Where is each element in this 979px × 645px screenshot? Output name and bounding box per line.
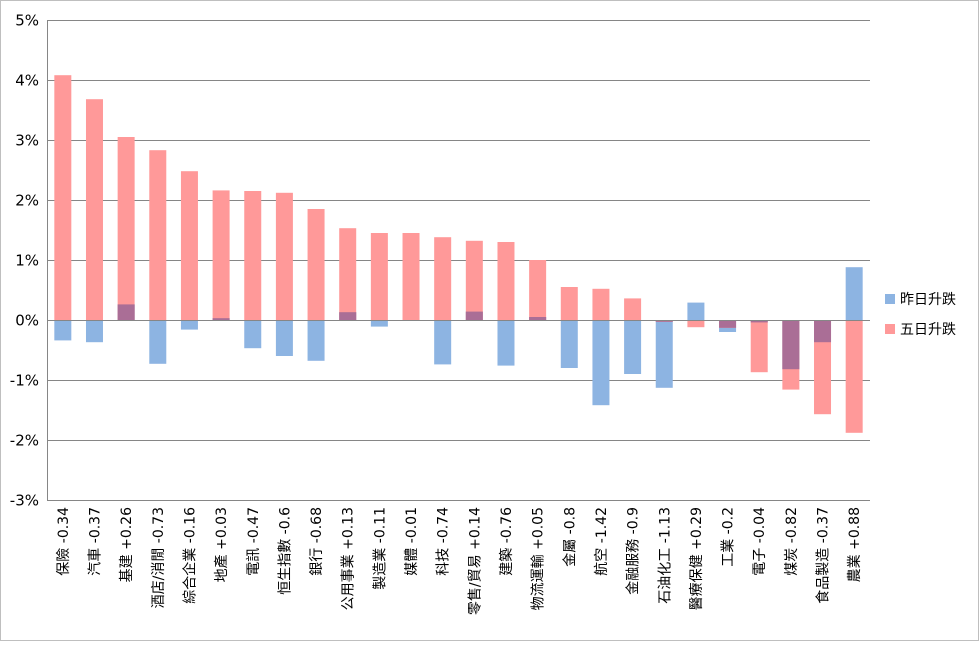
bar-yesterday	[244, 320, 262, 349]
bar-five-day	[370, 233, 388, 320]
bar-yesterday	[624, 320, 642, 374]
category-label: 零售/貿易 +0.14	[467, 507, 483, 615]
bar-five-day	[750, 320, 768, 373]
bar-overlap	[719, 320, 737, 328]
bar-overlap	[529, 317, 547, 320]
y-tick-label: 1%	[15, 252, 39, 270]
category-label: 製造業 -0.11	[372, 507, 388, 590]
bar-yesterday	[655, 320, 673, 388]
category-label: 醫療保健 +0.29	[688, 507, 705, 610]
bar-yesterday	[307, 320, 325, 361]
y-tick-label: -3%	[10, 492, 39, 510]
bar-yesterday	[497, 320, 515, 366]
bar-five-day	[687, 320, 705, 328]
bar-five-day	[497, 242, 515, 320]
y-tick-label: 3%	[15, 132, 39, 150]
bar-five-day	[814, 320, 832, 415]
category-label: 煤炭 -0.82	[784, 507, 800, 576]
bar-five-day	[624, 298, 642, 320]
bar-five-day	[212, 190, 230, 320]
bar-five-day	[85, 99, 103, 320]
category-label: 地產 +0.03	[213, 507, 230, 582]
y-tick-label: 2%	[15, 192, 39, 210]
y-tick-label: 4%	[15, 72, 39, 90]
bar-yesterday	[54, 320, 72, 341]
bar-yesterday	[275, 320, 293, 356]
bar-five-day	[54, 75, 72, 320]
bar-overlap	[750, 320, 768, 323]
bar-yesterday	[592, 320, 610, 406]
category-label: 汽車 -0.37	[86, 507, 103, 576]
bar-overlap	[814, 320, 832, 343]
y-tick-label: 0%	[15, 312, 39, 330]
category-label: 電子 -0.04	[752, 507, 768, 576]
category-label: 公用事業 +0.13	[341, 507, 357, 610]
gridlines	[47, 20, 870, 501]
category-label: 電訊 -0.47	[246, 507, 262, 576]
category-label: 銀行 -0.68	[309, 507, 325, 576]
category-label: 綜合企業 -0.16	[181, 507, 198, 604]
bar-overlap	[782, 320, 800, 370]
category-label: 保險 -0.34	[56, 507, 72, 576]
category-label: 石油化工 -1.13	[657, 507, 673, 604]
bar-five-day	[845, 320, 863, 433]
bar-five-day	[307, 209, 325, 320]
legend-label: 昨日升跌	[900, 292, 956, 308]
category-label: 恒生指數 -0.6	[277, 507, 293, 595]
category-label: 基建 +0.26	[118, 507, 135, 582]
category-label: 科技 -0.74	[436, 507, 452, 576]
bar-overlap	[339, 312, 357, 320]
bar-five-day	[117, 137, 135, 320]
bar-five-day	[402, 233, 420, 320]
legend-label: 五日升跌	[900, 322, 956, 338]
y-tick-label: -2%	[10, 432, 39, 450]
category-labels: 保險 -0.34 汽車 -0.37 基建 +0.26 酒店/消閒 -0.73 綜合企業 …	[56, 507, 863, 615]
bar-overlap	[212, 318, 230, 320]
bar-five-day	[275, 192, 293, 320]
bar-yesterday	[180, 320, 198, 330]
bar-five-day	[560, 287, 578, 320]
category-label: 物流運輸 +0.05	[531, 507, 547, 610]
bar-five-day	[149, 150, 167, 320]
bar-yesterday	[560, 320, 578, 368]
bar-five-day	[465, 240, 483, 320]
category-label: 農業 +0.88	[847, 507, 863, 582]
y-tick-label: -1%	[10, 372, 39, 390]
category-label: 媒體 -0.01	[404, 507, 420, 576]
bar-yesterday	[149, 320, 167, 364]
category-label: 工業 -0.2	[721, 507, 737, 567]
bar-yesterday	[845, 267, 863, 320]
bar-overlap	[465, 311, 483, 320]
bar-yesterday	[687, 302, 705, 320]
category-label: 金屬 -0.8	[562, 507, 578, 567]
category-label: 建築 -0.76	[499, 507, 515, 576]
bar-five-day	[434, 237, 452, 320]
legend-swatch	[885, 324, 895, 334]
category-label: 酒店/消閒 -0.73	[151, 507, 167, 608]
bar-yesterday	[85, 320, 103, 343]
bar-five-day	[529, 260, 547, 320]
bar-five-day	[339, 228, 357, 320]
category-label: 金融服務 -0.9	[626, 507, 642, 595]
bar-overlap	[117, 304, 135, 320]
bar-five-day	[244, 191, 262, 320]
category-label: 航空 -1.42	[594, 507, 610, 576]
bars	[54, 75, 863, 433]
bar-yesterday	[370, 320, 388, 327]
bar-five-day	[592, 288, 610, 320]
legend-swatch	[885, 294, 895, 304]
bar-five-day	[180, 171, 198, 320]
axes	[47, 20, 870, 500]
y-axis-tick-labels: -3% -2% -1% 0% 1% 2% 3% 4% 5%	[10, 12, 39, 510]
y-tick-label: 5%	[15, 12, 39, 30]
bar-yesterday	[434, 320, 452, 365]
category-label: 食品製造 -0.37	[815, 507, 832, 604]
